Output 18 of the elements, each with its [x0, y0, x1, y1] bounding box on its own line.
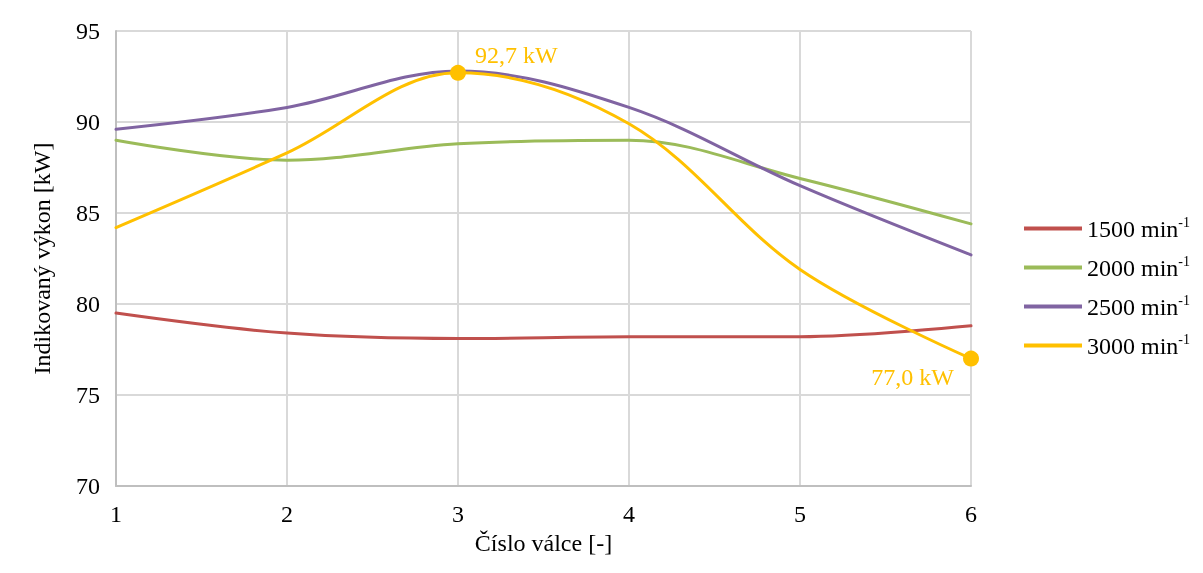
x-tick-label: 3: [452, 501, 464, 527]
x-tick-label: 1: [110, 501, 122, 527]
y-tick-label: 70: [76, 473, 100, 499]
y-tick-label: 75: [76, 382, 100, 408]
x-tick-label: 2: [281, 501, 293, 527]
line-series: [114, 311, 973, 341]
x-axis-title: Číslo válce [-]: [474, 529, 613, 556]
data-label: 77,0 kW: [871, 363, 955, 390]
line-series: [114, 138, 973, 226]
x-tick-label: 6: [965, 501, 977, 527]
y-tick-label: 80: [76, 291, 100, 317]
x-tick-label: 4: [623, 501, 635, 527]
y-axis-title: Indikovaný výkon [kW]: [29, 142, 55, 375]
x-tick-label: 5: [794, 501, 806, 527]
y-tick-label: 90: [76, 109, 100, 135]
y-tick-label: 85: [76, 200, 100, 226]
y-tick-label: 95: [76, 18, 100, 44]
data-label: 92,7 kW: [475, 41, 558, 68]
